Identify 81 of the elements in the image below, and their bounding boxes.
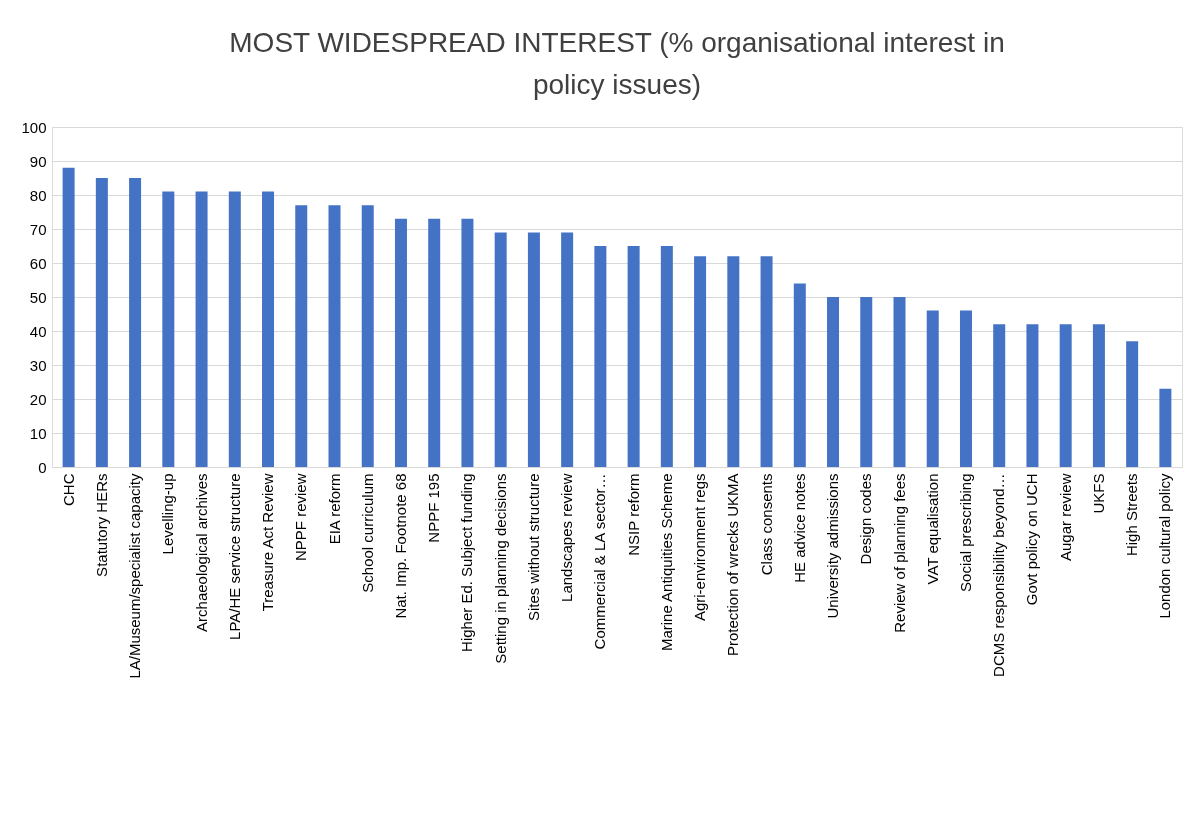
- x-tick-label: High Streets: [1123, 473, 1141, 557]
- bar: [727, 256, 740, 467]
- x-tick-label: School curriculum: [358, 473, 376, 593]
- text: MOST WIDESPREAD INTEREST (% organisational interest in: [229, 27, 1005, 58]
- x-tick-label: HE advice notes: [790, 473, 808, 583]
- bar: [228, 191, 241, 467]
- x-tick-label: Marine Antiquities Scheme: [657, 473, 675, 652]
- x-tick-label: CHC: [59, 473, 77, 506]
- bar: [594, 246, 607, 467]
- x-tick-label: Class consents: [757, 473, 775, 576]
- text: policy issues): [532, 69, 702, 100]
- bar: [694, 256, 707, 467]
- bar: [295, 205, 308, 467]
- bar: [660, 246, 673, 467]
- x-tick-label: Levelling-up: [159, 473, 177, 555]
- x-tick-label: Archaeological archives: [192, 473, 210, 632]
- y-tick-label: 80: [29, 186, 47, 204]
- x-tick-label: LPA/HE service structure: [225, 473, 243, 640]
- bar: [527, 232, 540, 467]
- bar: [394, 218, 407, 467]
- y-tick-label: 40: [29, 322, 47, 340]
- x-tick-label: Commercial & LA sector…: [591, 473, 609, 650]
- x-tick-label: Statutory HERs: [92, 473, 110, 577]
- bar: [262, 191, 275, 467]
- bar: [1092, 324, 1105, 467]
- x-tick-label: Agri-environment regs: [691, 473, 709, 622]
- y-tick-label: 0: [38, 458, 47, 476]
- bar: [827, 297, 840, 467]
- bar: [959, 310, 972, 467]
- bar: [760, 256, 773, 467]
- bar: [428, 218, 441, 467]
- x-tick-label: Sites without structure: [524, 473, 542, 622]
- x-tick-label: VAT equalisation: [923, 473, 941, 585]
- bar: [162, 191, 175, 467]
- bar: [1026, 324, 1039, 467]
- x-tick-label: Govt policy on UCH: [1023, 473, 1041, 606]
- y-tick-label: 100: [21, 118, 47, 136]
- bar: [461, 218, 474, 467]
- x-tick-label: Social prescribing: [956, 473, 974, 592]
- x-tick-label: DCMS responsibility beyond…: [990, 473, 1008, 677]
- y-tick-label: 90: [29, 152, 47, 170]
- x-tick-label: UKFS: [1089, 473, 1107, 514]
- y-tick-label: 20: [29, 390, 47, 408]
- x-tick-label: London cultural policy: [1156, 473, 1174, 619]
- bar: [1159, 388, 1172, 467]
- bar: [793, 283, 806, 467]
- bar: [926, 310, 939, 467]
- x-tick-label: Augar review: [1056, 473, 1074, 562]
- bar: [893, 297, 906, 467]
- x-tick-label: NPPF 195: [425, 473, 443, 543]
- x-tick-label: University admissions: [824, 473, 842, 619]
- x-tick-label: Review of planning fees: [890, 473, 908, 633]
- x-tick-label: Treasure Act Review: [259, 473, 277, 612]
- y-tick-label: 30: [29, 356, 47, 374]
- bar: [561, 232, 574, 467]
- x-tick-label: Nat. Imp. Footnote 68: [391, 473, 409, 619]
- y-tick-label: 60: [29, 254, 47, 272]
- x-tick-label: NSIP reform: [624, 473, 642, 556]
- bar: [195, 191, 208, 467]
- y-tick-label: 50: [29, 288, 47, 306]
- bar: [95, 178, 108, 467]
- bar: [1126, 341, 1139, 467]
- x-tick-label: Setting in planning decisions: [491, 473, 509, 664]
- x-tick-label: Design codes: [857, 473, 875, 565]
- bar: [361, 205, 374, 467]
- x-tick-label: EIA reform: [325, 473, 343, 545]
- bar: [62, 167, 75, 467]
- bar: [1059, 324, 1072, 467]
- x-tick-label: Higher Ed. Subject funding: [458, 473, 476, 652]
- x-tick-label: Protection of wrecks UKMA: [724, 473, 742, 657]
- bar: [129, 178, 142, 467]
- y-tick-label: 70: [29, 220, 47, 238]
- x-tick-label: NPPF review: [292, 473, 310, 562]
- bar: [328, 205, 341, 467]
- bar: [494, 232, 507, 467]
- bar: [627, 246, 640, 467]
- y-tick-label: 10: [29, 424, 47, 442]
- bar: [860, 297, 873, 467]
- x-tick-label: Landscapes review: [558, 473, 576, 602]
- bar: [993, 324, 1006, 467]
- x-tick-label: LA/Museum/specialist capacity: [126, 473, 144, 679]
